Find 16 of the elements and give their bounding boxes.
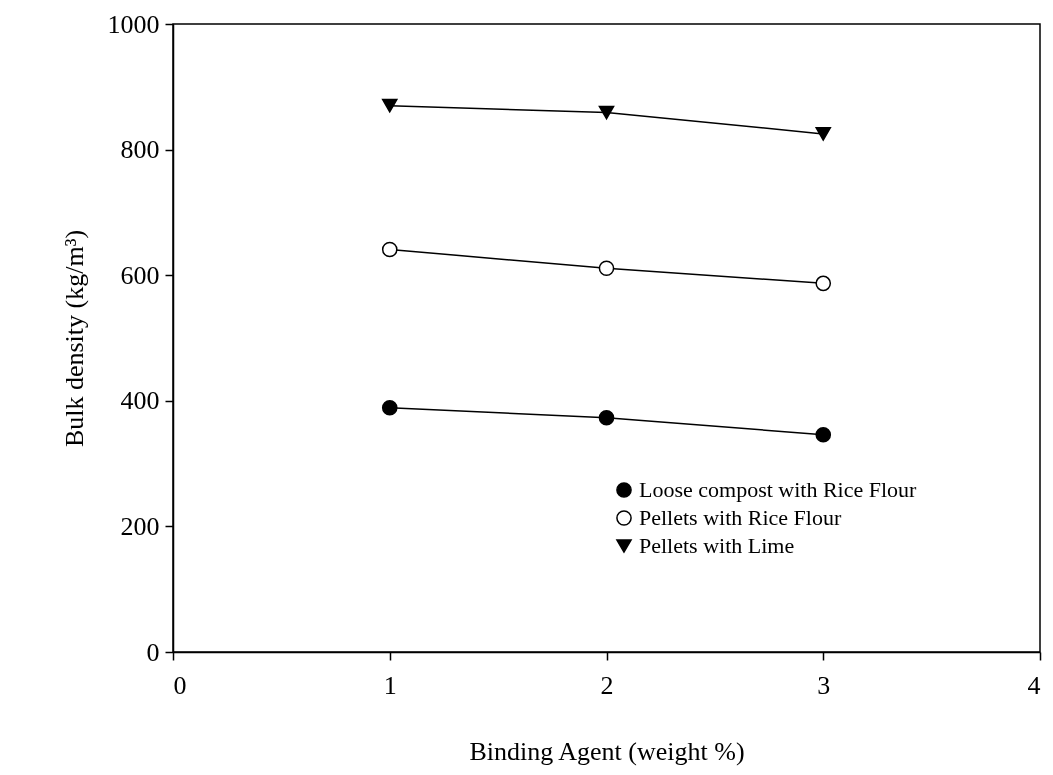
legend-label: Pellets with Rice Flour xyxy=(639,505,842,530)
y-tick-label: 200 xyxy=(120,511,160,541)
y-axis-title: Bulk density (kg/m³) xyxy=(59,229,89,448)
x-tick-label: 4 xyxy=(1027,670,1041,700)
x-tick-label: 1 xyxy=(383,670,397,700)
legend-label: Pellets with Lime xyxy=(639,533,795,558)
x-axis-title: Binding Agent (weight %) xyxy=(469,736,745,766)
y-tick-label: 800 xyxy=(120,135,160,165)
y-tick-label: 400 xyxy=(120,386,160,416)
y-tick-label: 600 xyxy=(120,260,160,290)
y-tick-label: 1000 xyxy=(107,9,160,39)
x-tick-label: 3 xyxy=(817,670,831,700)
legend-label: Loose compost with Rice Flour xyxy=(639,477,918,502)
x-tick-label: 2 xyxy=(600,670,614,700)
x-tick-label: 0 xyxy=(173,670,187,700)
y-tick-label: 0 xyxy=(146,637,160,667)
